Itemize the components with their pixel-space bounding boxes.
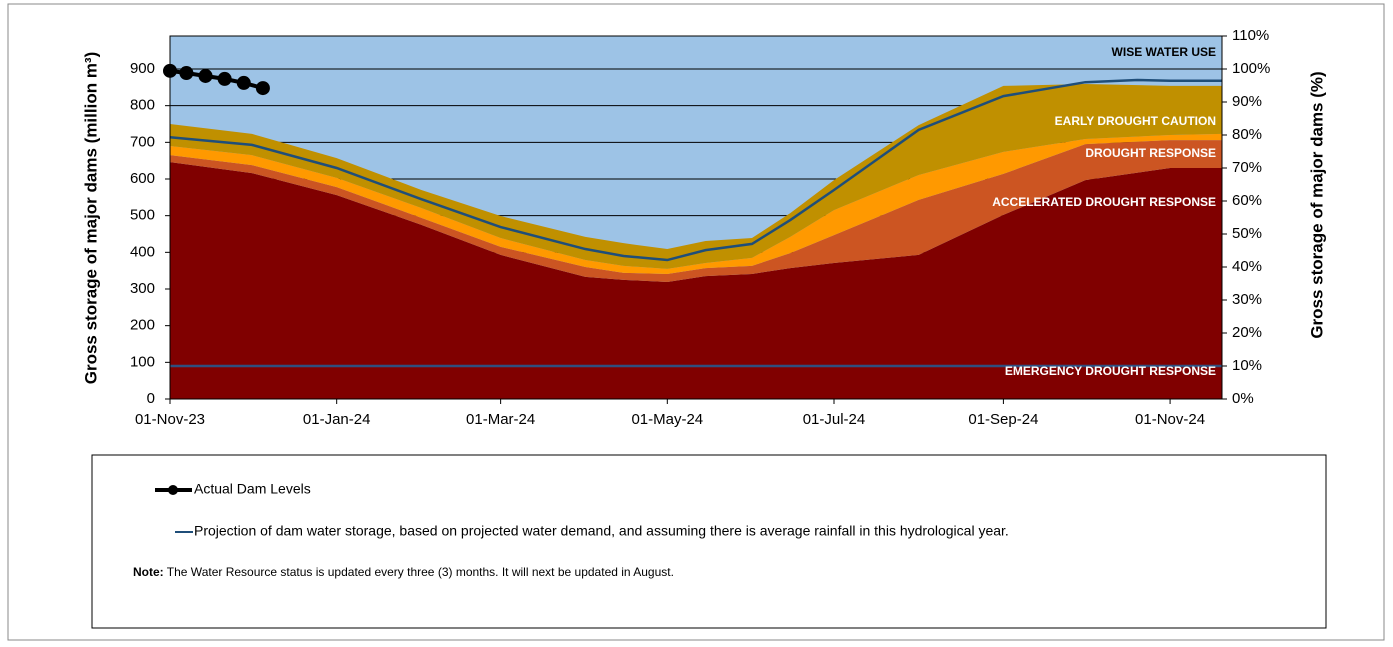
y-tick-label: 200 [130,317,155,334]
y-axis-title: Gross storage of major dams (million m³) [81,52,100,385]
zone-label: EMERGENCY DROUGHT RESPONSE [1005,364,1216,378]
y2-tick-label: 40% [1232,258,1262,275]
y2-tick-label: 80% [1232,126,1262,143]
y2-tick-label: 110% [1232,27,1269,44]
data-point [179,66,194,81]
y2-tick-label: 70% [1232,159,1262,176]
y-tick-label: 800 [130,97,155,114]
note: Note: The Water Resource status is updat… [133,565,674,579]
y2-tick-label: 10% [1232,357,1262,374]
y-tick-label: 700 [130,133,155,150]
legend-label: Projection of dam water storage, based o… [194,523,1009,539]
x-tick-label: 01-Nov-23 [135,411,205,428]
area [170,140,1222,283]
y-tick-label: 0 [147,390,155,407]
x-tick-label: 01-Sep-24 [968,411,1038,428]
y2-tick-label: 60% [1232,192,1262,209]
legend-label: Actual Dam Levels [194,481,311,497]
zone-label: DROUGHT RESPONSE [1085,146,1216,160]
series-line [169,78,1222,262]
x-tick-label: 01-Jan-24 [303,411,371,428]
area [170,84,1222,269]
area [170,133,1222,274]
y2-tick-label: 20% [1232,324,1262,341]
x-tick-label: 01-Mar-24 [466,411,535,428]
y2-tick-label: 0% [1232,390,1254,407]
x-tick-label: 01-May-24 [631,411,703,428]
plot: 0 100 200 300 400 500 600 700 800 900 WISE WATER U… [130,27,1270,428]
y2-tick-label: 100% [1232,60,1270,77]
y2-tick-label: 50% [1232,225,1262,242]
area [170,162,1222,399]
data-point [255,81,270,96]
data-point [217,71,232,86]
y2-tick-label: 30% [1232,291,1262,308]
zone-label: ACCELERATED DROUGHT RESPONSE [992,195,1216,209]
y-tick-label: 900 [130,60,155,77]
y-tick-label: 100 [130,353,155,370]
data-point [198,68,213,83]
note-label: Note: [133,565,164,579]
y2-tick-label: 90% [1232,93,1262,110]
x-tick-label: 01-Jul-24 [803,411,866,428]
zone-label: EARLY DROUGHT CAUTION [1055,114,1216,128]
x-tick-label: 01-Nov-24 [1135,411,1205,428]
legend-marker [168,485,178,495]
y2-axis-title: Gross storage of major dams (%) [1307,71,1326,338]
note-text: The Water Resource status is updated eve… [167,565,674,579]
plot-border [169,35,1223,400]
data-point [236,75,251,90]
y-tick-label: 300 [130,280,155,297]
y-tick-label: 500 [130,207,155,224]
zone-label: WISE WATER USE [1112,45,1216,59]
y-tick-label: 600 [130,170,155,187]
legend-box [91,454,1327,629]
y-tick-label: 400 [130,243,155,260]
